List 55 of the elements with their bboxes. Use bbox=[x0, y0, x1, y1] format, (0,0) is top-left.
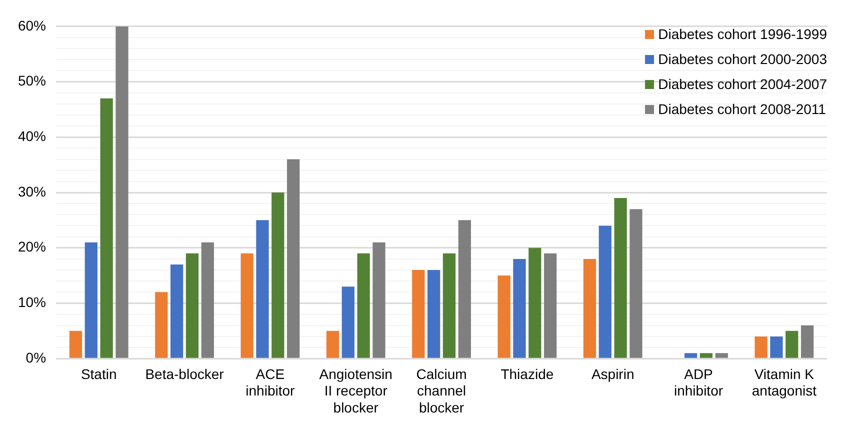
bar bbox=[528, 248, 542, 358]
bar bbox=[201, 242, 214, 358]
x-tick-label: Aspirin bbox=[591, 366, 634, 382]
x-tick-label: Beta-blocker bbox=[145, 366, 224, 382]
bar bbox=[84, 242, 98, 358]
legend-label: Diabetes cohort 2008-2011 bbox=[658, 101, 826, 117]
bar bbox=[116, 26, 128, 358]
bar bbox=[170, 264, 184, 358]
bar bbox=[614, 198, 627, 358]
bar bbox=[498, 276, 510, 358]
x-tick-label: ADP inhibitor bbox=[674, 366, 724, 399]
legend-label: Diabetes cohort 1996-1999 bbox=[658, 26, 827, 42]
bar bbox=[513, 258, 526, 358]
bar bbox=[186, 253, 199, 358]
bar bbox=[442, 253, 456, 358]
bar bbox=[458, 220, 471, 358]
bar bbox=[754, 336, 768, 358]
bar bbox=[630, 209, 642, 358]
x-tick-label: ACE inhibitor bbox=[246, 366, 296, 399]
bar bbox=[800, 325, 814, 358]
bar bbox=[583, 258, 596, 358]
bar bbox=[240, 253, 254, 358]
bar bbox=[372, 242, 386, 358]
bar bbox=[256, 220, 269, 358]
x-tick-label: Thiazide bbox=[500, 366, 554, 382]
y-tick-label: 20% bbox=[18, 238, 46, 255]
x-tick-label: Vitamin K antagonist bbox=[752, 366, 817, 399]
legend-label: Diabetes cohort 2000-2003 bbox=[658, 51, 827, 67]
bar bbox=[598, 226, 612, 358]
bar bbox=[700, 353, 713, 358]
y-tick-label: 10% bbox=[18, 294, 46, 310]
y-tick-label: 40% bbox=[18, 128, 46, 144]
bar bbox=[357, 253, 370, 358]
bar bbox=[155, 292, 168, 358]
bar bbox=[786, 330, 798, 358]
y-tick-label: 30% bbox=[18, 183, 46, 200]
x-tick-label: Angiotensin II receptor blocker bbox=[319, 366, 392, 416]
bar bbox=[69, 330, 82, 358]
bar bbox=[272, 192, 284, 358]
bar bbox=[427, 270, 440, 358]
bar bbox=[544, 253, 557, 358]
x-tick-label: Calcium channel blocker bbox=[416, 366, 467, 416]
bar bbox=[684, 353, 698, 358]
y-tick-label: 50% bbox=[18, 72, 46, 89]
bar bbox=[342, 286, 354, 358]
y-tick-label: 60% bbox=[18, 17, 46, 34]
bar bbox=[412, 270, 425, 358]
x-tick-label: Statin bbox=[80, 366, 117, 382]
bar bbox=[715, 353, 728, 358]
bar bbox=[326, 330, 340, 358]
bar bbox=[286, 159, 300, 358]
bar bbox=[100, 98, 113, 358]
y-tick-label: 0% bbox=[26, 349, 46, 366]
bar bbox=[770, 336, 783, 358]
legend-label: Diabetes cohort 2004-2007 bbox=[658, 76, 827, 92]
